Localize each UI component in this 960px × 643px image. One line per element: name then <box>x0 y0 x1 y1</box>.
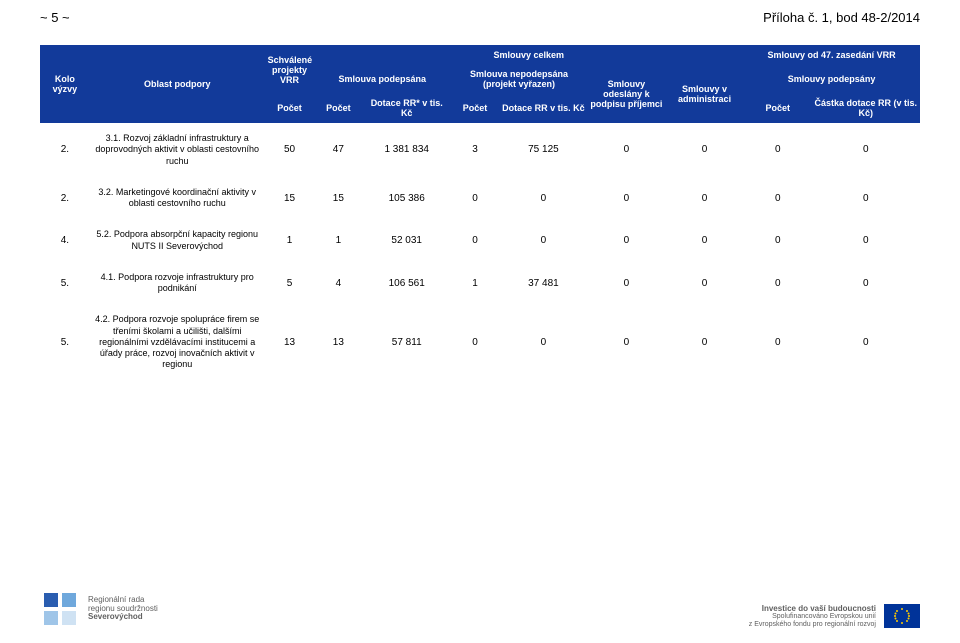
eu-line2: Spolufinancováno Evropskou unií <box>749 613 876 621</box>
cell-val: 0 <box>451 177 500 220</box>
eu-line1: Investice do vaší budoucnosti <box>749 604 876 613</box>
cell-val: 0 <box>744 177 812 220</box>
col-pocet-2: Počet <box>314 94 363 123</box>
col-pocet-1: Počet <box>265 94 314 123</box>
cell-val: 50 <box>265 123 314 177</box>
cell-val: 1 <box>265 219 314 262</box>
cell-val: 52 031 <box>363 219 451 262</box>
col-oblast: Oblast podpory <box>89 46 265 123</box>
col-schvalene: Schválené projekty VRR <box>265 46 314 94</box>
cell-val: 75 125 <box>499 123 587 177</box>
cell-val: 47 <box>314 123 363 177</box>
cell-val: 0 <box>812 177 920 220</box>
eu-flag-icon <box>884 604 920 628</box>
cell-val: 0 <box>587 262 665 305</box>
cell-val: 0 <box>499 177 587 220</box>
table-body: 2. 3.1. Rozvoj základní infrastruktury a… <box>41 123 920 381</box>
cell-desc: 3.2. Marketingové koordinační aktivity v… <box>89 177 265 220</box>
cell-kolo: 2. <box>41 177 90 220</box>
table-row: 2. 3.1. Rozvoj základní infrastruktury a… <box>41 123 920 177</box>
cell-val: 0 <box>451 219 500 262</box>
cell-val: 4 <box>314 262 363 305</box>
cell-val: 37 481 <box>499 262 587 305</box>
cell-val: 0 <box>499 304 587 380</box>
cell-val: 1 <box>451 262 500 305</box>
table-row: 2. 3.2. Marketingové koordinační aktivit… <box>41 177 920 220</box>
cell-val: 0 <box>587 123 665 177</box>
col-dot-rr: Dotace RR v tis. Kč <box>499 94 587 123</box>
rr-line3: Severovýchod <box>88 613 158 622</box>
cell-val: 1 <box>314 219 363 262</box>
table-row: 5. 4.1. Podpora rozvoje infrastruktury p… <box>41 262 920 305</box>
page-attachment-label: Příloha č. 1, bod 48-2/2014 <box>763 10 920 25</box>
page-footer: Regionální rada regionu soudržnosti Seve… <box>40 589 920 629</box>
cell-val: 0 <box>666 177 744 220</box>
cell-val: 0 <box>744 219 812 262</box>
col-administ: Smlouvy v administraci <box>666 65 744 123</box>
footer-left: Regionální rada regionu soudržnosti Seve… <box>40 589 158 629</box>
contracts-table: Kolo výzvy Oblast podpory Schválené proj… <box>40 45 920 381</box>
col-pocet-4: Počet <box>744 94 812 123</box>
cell-val: 0 <box>587 177 665 220</box>
col-nepodepsana: Smlouva nepodepsána (projekt vyřazen) <box>451 65 588 94</box>
table-row: 5. 4.2. Podpora rozvoje spolupráce firem… <box>41 304 920 380</box>
cell-val: 0 <box>744 123 812 177</box>
cell-desc: 5.2. Podpora absorpční kapacity regionu … <box>89 219 265 262</box>
rr-logo-icon <box>40 589 80 629</box>
col-odeslany: Smlouvy odeslány k podpisu příjemci <box>587 65 665 123</box>
cell-val: 1 381 834 <box>363 123 451 177</box>
cell-val: 0 <box>587 304 665 380</box>
page-number-left: ~ 5 ~ <box>40 10 70 25</box>
cell-val: 0 <box>744 262 812 305</box>
cell-desc: 3.1. Rozvoj základní infrastruktury a do… <box>89 123 265 177</box>
col-celkem: Smlouvy celkem <box>314 46 744 65</box>
cell-val: 13 <box>265 304 314 380</box>
cell-kolo: 5. <box>41 262 90 305</box>
col-castka: Částka dotace RR (v tis. Kč) <box>812 94 920 123</box>
cell-val: 0 <box>587 219 665 262</box>
cell-val: 0 <box>451 304 500 380</box>
cell-val: 0 <box>666 219 744 262</box>
cell-val: 0 <box>666 123 744 177</box>
cell-val: 0 <box>666 304 744 380</box>
table-row: 4. 5.2. Podpora absorpční kapacity regio… <box>41 219 920 262</box>
cell-val: 13 <box>314 304 363 380</box>
table-header: Kolo výzvy Oblast podpory Schválené proj… <box>41 46 920 123</box>
col-podepsany: Smlouvy podepsány <box>744 65 920 94</box>
cell-val: 15 <box>265 177 314 220</box>
footer-right: Investice do vaší budoucnosti Spolufinan… <box>749 604 920 629</box>
cell-val: 0 <box>499 219 587 262</box>
cell-val: 0 <box>666 262 744 305</box>
col-pocet-3: Počet <box>451 94 500 123</box>
rr-logo-text: Regionální rada regionu soudržnosti Seve… <box>88 596 158 622</box>
cell-kolo: 5. <box>41 304 90 380</box>
eu-line3: z Evropského fondu pro regionální rozvoj <box>749 621 876 629</box>
cell-val: 106 561 <box>363 262 451 305</box>
cell-val: 3 <box>451 123 500 177</box>
cell-val: 105 386 <box>363 177 451 220</box>
cell-val: 0 <box>812 262 920 305</box>
cell-val: 0 <box>812 219 920 262</box>
cell-val: 0 <box>744 304 812 380</box>
col-podepsana: Smlouva podepsána <box>314 65 451 94</box>
cell-desc: 4.1. Podpora rozvoje infrastruktury pro … <box>89 262 265 305</box>
cell-val: 5 <box>265 262 314 305</box>
cell-desc: 4.2. Podpora rozvoje spolupráce firem se… <box>89 304 265 380</box>
cell-val: 0 <box>812 304 920 380</box>
cell-val: 15 <box>314 177 363 220</box>
cell-kolo: 4. <box>41 219 90 262</box>
col-kolo: Kolo výzvy <box>41 46 90 123</box>
eu-text: Investice do vaší budoucnosti Spolufinan… <box>749 604 876 629</box>
cell-val: 0 <box>812 123 920 177</box>
col-dot-rr-star: Dotace RR* v tis. Kč <box>363 94 451 123</box>
cell-kolo: 2. <box>41 123 90 177</box>
cell-val: 57 811 <box>363 304 451 380</box>
col-od47: Smlouvy od 47. zasedání VRR <box>744 46 920 65</box>
